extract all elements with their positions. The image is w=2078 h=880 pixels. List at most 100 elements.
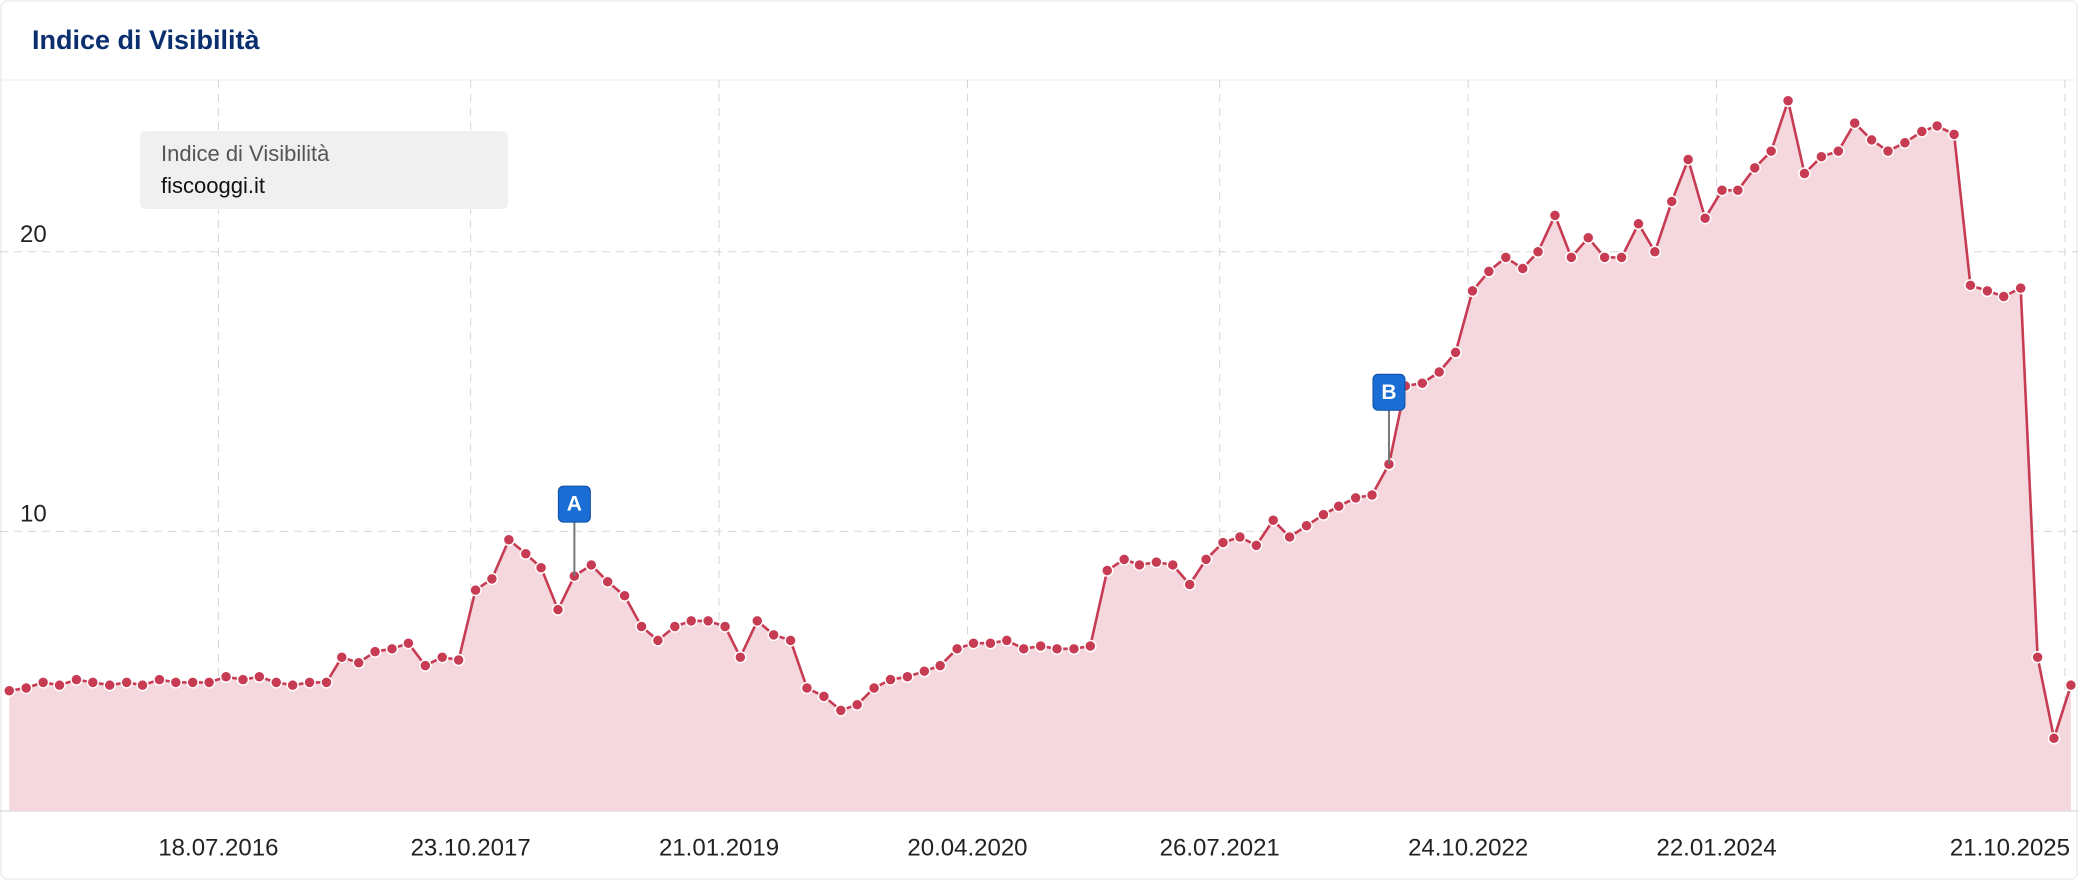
- annotation-marker: [1372, 373, 1406, 411]
- data-point: [1365, 488, 1379, 502]
- data-point: [320, 676, 333, 689]
- annotation-label: A: [567, 493, 582, 516]
- data-point: [1300, 519, 1313, 533]
- data-point: [1199, 553, 1213, 566]
- legend-entry: fiscooggi.it: [161, 173, 265, 198]
- data-point: [1466, 284, 1479, 298]
- data-point: [1981, 284, 1994, 298]
- data-point: [1332, 499, 1345, 513]
- data-point: [1250, 539, 1263, 552]
- data-point: [1067, 642, 1081, 656]
- y-tick-label: 20: [20, 221, 47, 248]
- data-point: [169, 676, 183, 689]
- data-point: [1648, 245, 1662, 259]
- plot: 10 20 18.07.2016 23.10.2017 21.01.2019 20.04.…: [0, 80, 2078, 861]
- data-point: [2014, 281, 2027, 295]
- data-point: [435, 650, 449, 664]
- data-point: [734, 650, 747, 664]
- data-point: [70, 673, 83, 686]
- x-tick-label: 26.07.2021: [1160, 834, 1280, 861]
- data-point: [1150, 555, 1163, 569]
- data-point: [1516, 262, 1529, 275]
- data-point: [286, 678, 299, 692]
- data-point: [1898, 136, 1912, 149]
- data-point: [236, 673, 250, 686]
- data-point: [635, 620, 648, 633]
- data-point: [485, 572, 499, 586]
- data-point: [1764, 144, 1778, 158]
- data-point: [1548, 209, 1562, 222]
- data-point: [103, 678, 116, 692]
- data-point: [751, 614, 764, 628]
- data-point: [19, 681, 33, 695]
- data-point: [967, 636, 980, 650]
- data-point: [303, 676, 316, 689]
- data-point: [1698, 211, 1712, 225]
- data-point: [1598, 251, 1611, 264]
- data-point: [800, 681, 814, 695]
- data-point: [984, 636, 997, 650]
- data-point: [2031, 650, 2044, 664]
- data-point: [1615, 251, 1628, 264]
- data-point: [270, 676, 283, 689]
- data-point: [1632, 217, 1645, 231]
- data-point: [219, 670, 233, 684]
- data-point: [950, 642, 964, 656]
- widget-title: Indice di Visibilità: [32, 25, 261, 55]
- data-point: [385, 642, 399, 656]
- data-point: [1117, 553, 1131, 566]
- data-point: [1748, 161, 1762, 175]
- data-point: [850, 698, 864, 711]
- data-point: [1233, 530, 1247, 544]
- data-point: [1531, 245, 1545, 259]
- data-point: [1565, 251, 1578, 264]
- data-point: [1499, 251, 1513, 264]
- data-point: [933, 659, 947, 672]
- data-point: [684, 614, 698, 628]
- data-point: [1084, 639, 1097, 653]
- data-point: [1781, 94, 1795, 108]
- data-point: [601, 575, 614, 588]
- data-point: [1034, 639, 1047, 653]
- data-point: [918, 664, 931, 678]
- data-point: [36, 676, 50, 689]
- data-point: [718, 620, 732, 633]
- data-point: [1930, 119, 1944, 133]
- y-tick-label: 10: [20, 501, 47, 528]
- legend-box: [140, 131, 508, 209]
- data-point: [1665, 195, 1679, 208]
- data-point: [502, 533, 516, 547]
- x-tick-label: 18.07.2016: [158, 834, 278, 861]
- data-point: [1832, 144, 1845, 158]
- data-point: [1349, 491, 1362, 505]
- data-point: [551, 603, 565, 616]
- data-point: [402, 636, 415, 650]
- data-point: [53, 678, 66, 692]
- data-point: [1216, 536, 1230, 549]
- data-point: [186, 676, 199, 689]
- data-point: [1915, 125, 1929, 138]
- data-point: [253, 670, 266, 684]
- data-point: [668, 620, 682, 633]
- data-point: [767, 628, 780, 642]
- data-point: [1815, 150, 1828, 163]
- annotation-marker: [557, 485, 591, 523]
- data-point: [1482, 265, 1496, 278]
- data-point: [1947, 128, 1961, 141]
- data-point: [585, 558, 598, 572]
- data-point: [1681, 153, 1695, 166]
- data-point: [469, 583, 482, 597]
- data-point: [153, 673, 166, 686]
- area: [9, 100, 2071, 812]
- data-point: [867, 681, 881, 695]
- data-point: [1449, 346, 1462, 359]
- data-point: [1017, 642, 1030, 656]
- data-point: [1100, 564, 1114, 577]
- x-tick-label: 20.04.2020: [907, 834, 1027, 861]
- data-point: [618, 589, 631, 602]
- data-point: [817, 690, 831, 703]
- data-point: [352, 656, 365, 670]
- data-point: [884, 673, 897, 686]
- data-point: [1432, 365, 1446, 379]
